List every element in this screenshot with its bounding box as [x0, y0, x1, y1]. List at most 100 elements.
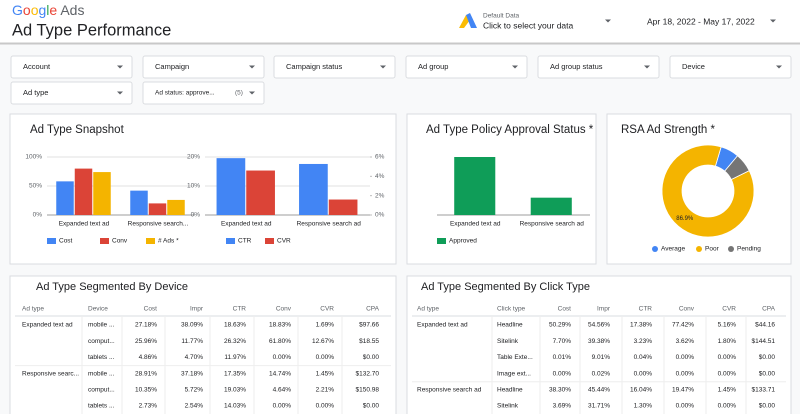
- dropdown-caret: [512, 65, 518, 69]
- status-filter-label[interactable]: Ad status: approve...: [155, 90, 215, 97]
- panel-title: RSA Ad Strength *: [621, 124, 716, 136]
- dropdown-caret: [644, 65, 650, 69]
- bar: [74, 168, 93, 215]
- filter-label[interactable]: Campaign: [155, 62, 189, 71]
- filter-label[interactable]: Ad group: [418, 62, 448, 71]
- table-cell: 0.00%: [634, 370, 653, 377]
- dropdown-caret: [776, 65, 782, 69]
- y-tick-label: 50%: [29, 183, 42, 190]
- filter-label[interactable]: Ad group status: [550, 62, 603, 71]
- filter-dropdown[interactable]: [10, 55, 133, 79]
- filter-label[interactable]: Ad type: [23, 88, 48, 97]
- table-cell: 2.54%: [185, 403, 204, 410]
- row-group: Expanded text ad: [22, 322, 73, 329]
- table-cell: Headline: [497, 322, 523, 329]
- x-tick-label: Responsive search ad: [297, 221, 362, 228]
- table-cell: 0.00%: [676, 370, 695, 377]
- table-cell: $44.16: [755, 322, 775, 329]
- column-header[interactable]: Ad type: [22, 306, 44, 313]
- status-filter[interactable]: [142, 81, 265, 105]
- table-cell: Image ext...: [497, 370, 531, 377]
- bar: [246, 170, 275, 215]
- table-cell: Sitelink: [497, 338, 519, 345]
- table-cell: $133.71: [752, 387, 776, 394]
- column-header[interactable]: CTR: [233, 306, 247, 313]
- y-tick-label: 20%: [187, 154, 200, 161]
- column-header[interactable]: Cost: [558, 306, 572, 313]
- column-header[interactable]: CVR: [320, 306, 334, 313]
- filter-label[interactable]: Campaign status: [286, 62, 343, 71]
- column-header[interactable]: Cost: [144, 306, 158, 313]
- table-cell: 1.80%: [718, 338, 737, 345]
- table-cell: 2.73%: [139, 403, 158, 410]
- table-cell: 10.35%: [135, 387, 157, 394]
- y-tick-label: 0%: [191, 212, 201, 219]
- dropdown-caret: [605, 19, 611, 23]
- table-cell: $144.51: [752, 338, 776, 345]
- table-cell: 28.91%: [135, 370, 157, 377]
- table-cell: 38.09%: [181, 322, 203, 329]
- legend-swatch: [696, 246, 702, 252]
- column-header[interactable]: Conv: [679, 306, 695, 313]
- table-cell: $132.70: [356, 370, 380, 377]
- column-header[interactable]: Ad type: [417, 306, 439, 313]
- table-cell: tablets ...: [88, 354, 115, 361]
- legend-swatch: [265, 238, 274, 244]
- x-tick-label: Expanded text ad: [221, 221, 272, 228]
- column-header[interactable]: Device: [88, 306, 108, 313]
- table-cell: $0.00: [363, 354, 380, 361]
- table-cell: Table Exte...: [497, 354, 533, 361]
- logo: Google Ads: [12, 2, 84, 18]
- table-cell: Headline: [497, 387, 523, 394]
- dropdown-caret: [249, 91, 255, 95]
- bar: [328, 199, 358, 215]
- table-cell: 0.00%: [676, 354, 695, 361]
- dropdown-caret: [249, 65, 255, 69]
- table-cell: $18.55: [359, 338, 379, 345]
- date-range[interactable]: Apr 18, 2022 - May 17, 2022: [647, 16, 755, 26]
- filter-label[interactable]: Device: [682, 62, 705, 71]
- column-header[interactable]: Click type: [497, 306, 526, 313]
- table-cell: 0.00%: [553, 370, 572, 377]
- dropdown-caret: [117, 91, 123, 95]
- table-cell: $150.98: [356, 387, 380, 394]
- filter-dropdown[interactable]: [273, 55, 396, 79]
- filter-label[interactable]: Account: [23, 62, 51, 71]
- filter-dropdown[interactable]: [405, 55, 528, 79]
- column-header[interactable]: CTR: [639, 306, 653, 313]
- status-filter-count[interactable]: (5): [235, 90, 243, 97]
- table-cell: 61.80%: [269, 338, 291, 345]
- x-tick-label: Responsive search ad: [520, 221, 585, 228]
- filter-dropdown[interactable]: [142, 55, 265, 79]
- table-cell: mobile ...: [88, 370, 115, 377]
- y2-tick-label: 2%: [375, 192, 385, 199]
- panel: [406, 275, 792, 414]
- column-header[interactable]: Impr: [190, 306, 204, 313]
- table-cell: $0.00: [759, 354, 776, 361]
- data-source-action[interactable]: Click to select your data: [483, 20, 574, 30]
- table-cell: 14.03%: [224, 403, 246, 410]
- table-cell: 0.00%: [676, 403, 695, 410]
- pie-slice: [724, 155, 750, 181]
- filter-dropdown[interactable]: [537, 55, 660, 79]
- table-cell: 0.00%: [273, 354, 292, 361]
- filter-dropdown[interactable]: [669, 55, 792, 79]
- table-cell: 17.35%: [224, 370, 246, 377]
- legend-swatch: [47, 238, 56, 244]
- column-header[interactable]: Conv: [276, 306, 292, 313]
- legend-label: Average: [661, 246, 685, 253]
- column-header[interactable]: CPA: [762, 306, 776, 313]
- bar: [148, 203, 167, 215]
- legend-swatch: [146, 238, 155, 244]
- header-bar: [0, 0, 800, 43]
- column-header[interactable]: CVR: [722, 306, 736, 313]
- column-header[interactable]: CPA: [366, 306, 380, 313]
- y2-tick-label: 4%: [375, 173, 385, 180]
- filter-dropdown[interactable]: [10, 81, 133, 105]
- legend-swatch: [728, 246, 734, 252]
- row-group: Expanded text ad: [417, 322, 468, 329]
- legend-swatch: [100, 238, 109, 244]
- table-cell: 0.02%: [592, 370, 611, 377]
- table-cell: 54.56%: [588, 322, 610, 329]
- column-header[interactable]: Impr: [597, 306, 611, 313]
